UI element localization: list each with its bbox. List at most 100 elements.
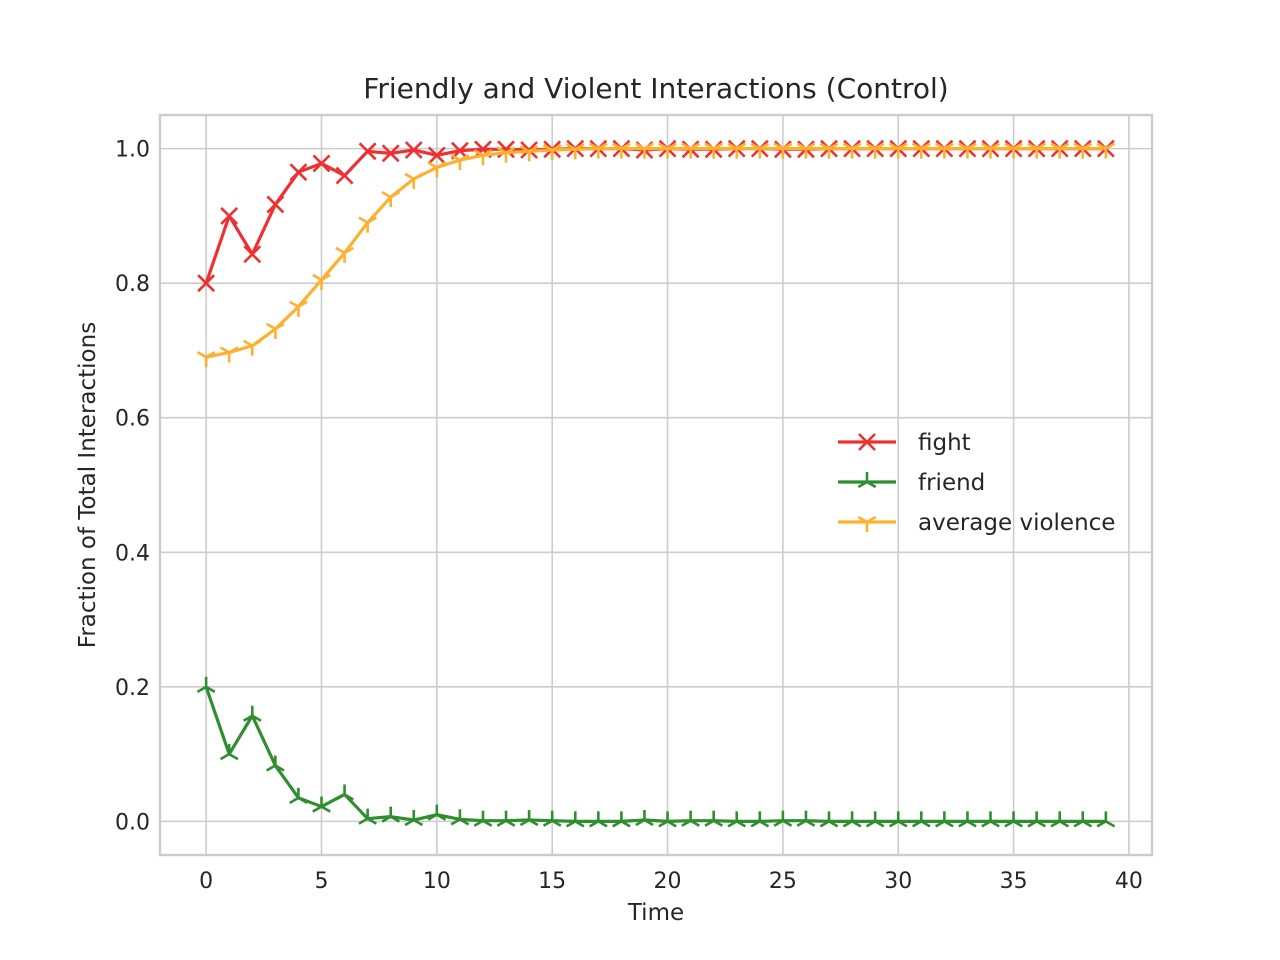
data-point-average-violence	[473, 149, 493, 166]
x-tick-label: 15	[538, 869, 566, 894]
data-point-fight	[289, 163, 308, 182]
data-point-fight	[335, 166, 354, 185]
data-point-average-violence	[612, 142, 631, 159]
data-point-friend	[612, 811, 631, 828]
series-fight	[197, 139, 1115, 293]
data-point-average-violence	[519, 145, 539, 162]
data-point-friend	[911, 811, 931, 828]
x-tick-label: 25	[769, 869, 797, 894]
data-point-average-violence	[981, 142, 1000, 159]
data-point-friend	[658, 811, 677, 828]
y-tick-label: 0.8	[115, 272, 150, 297]
data-point-friend	[427, 804, 447, 821]
legend-label-fight: fight	[918, 430, 971, 456]
data-point-fight	[243, 245, 262, 264]
data-point-friend	[289, 787, 308, 804]
data-point-friend	[1073, 811, 1093, 828]
data-point-friend	[819, 811, 839, 828]
legend: fight friend average violence	[838, 430, 1115, 536]
y-axis-label: Fraction of Total Interactions	[75, 322, 101, 648]
data-point-friend	[888, 811, 908, 828]
data-point-average-violence	[842, 142, 862, 159]
legend-label-friend: friend	[918, 470, 985, 496]
data-point-average-violence	[635, 142, 654, 159]
legend-item-friend: friend	[838, 470, 985, 496]
legend-item-average-violence: average violence	[838, 510, 1115, 536]
data-point-friend	[1027, 811, 1046, 828]
data-point-average-violence	[1027, 142, 1046, 159]
data-point-average-violence	[727, 142, 747, 159]
series-line-fight	[204, 147, 1106, 284]
x-tick-labels: 0 5 10 15 20 25 30 35 40	[199, 869, 1143, 894]
data-point-fight	[358, 142, 377, 161]
series-line-average-violence	[205, 147, 1106, 359]
x-tick-label: 40	[1115, 869, 1143, 894]
data-point-average-violence	[427, 161, 447, 178]
data-point-average-violence	[404, 172, 424, 189]
y-tick-label: 0.6	[115, 407, 150, 432]
series-average-violence	[196, 142, 1116, 368]
data-point-friend	[450, 809, 470, 826]
data-point-fight	[427, 146, 446, 165]
data-point-average-violence	[1073, 142, 1093, 159]
series-line-friend	[204, 686, 1106, 823]
y-tick-label: 0.4	[115, 541, 150, 566]
data-point-friend	[750, 811, 770, 828]
data-point-average-violence	[266, 322, 285, 339]
data-point-average-violence	[289, 300, 308, 317]
data-point-average-violence	[1096, 142, 1116, 159]
data-point-average-violence	[750, 142, 770, 159]
data-point-fight	[404, 141, 423, 159]
legend-item-fight: fight	[838, 430, 971, 456]
data-point-friend	[312, 796, 331, 813]
series-friend	[196, 676, 1116, 828]
x-tick-label: 10	[423, 869, 451, 894]
x-tick-label: 35	[1000, 869, 1028, 894]
legend-label-average-violence: average violence	[918, 510, 1115, 536]
data-point-friend	[266, 755, 285, 772]
grid-lines	[160, 115, 1152, 855]
data-point-average-violence	[450, 153, 470, 171]
data-point-fight	[312, 154, 331, 173]
data-point-average-violence	[196, 351, 216, 368]
data-point-average-violence	[542, 143, 562, 160]
data-point-friend	[381, 806, 401, 823]
series-layer	[196, 139, 1116, 828]
data-point-friend	[404, 810, 424, 827]
data-point-friend	[935, 811, 954, 828]
data-point-friend	[727, 811, 747, 828]
plot-frame	[158, 113, 1154, 857]
data-point-friend	[1096, 811, 1116, 828]
x-axis-label: Time	[627, 900, 684, 926]
data-point-average-violence	[1050, 142, 1070, 159]
data-point-friend	[542, 810, 562, 827]
data-point-average-violence	[911, 142, 931, 159]
data-point-fight	[381, 144, 400, 163]
data-point-friend	[958, 811, 977, 828]
x-tick-label: 5	[314, 869, 328, 894]
legend-marker-average-violence	[857, 515, 877, 532]
data-point-average-violence	[819, 142, 839, 159]
legend-marker-friend	[857, 472, 877, 489]
data-point-friend	[1004, 811, 1023, 828]
data-point-friend	[519, 810, 539, 827]
data-point-fight	[220, 206, 239, 225]
data-point-average-violence	[496, 146, 516, 163]
data-point-friend	[704, 810, 724, 827]
data-point-friend	[335, 784, 354, 801]
data-point-friend	[981, 811, 1000, 828]
data-point-average-violence	[704, 142, 724, 159]
data-point-average-violence	[588, 142, 608, 159]
x-tick-label: 20	[654, 869, 682, 894]
y-tick-labels: 0.0 0.2 0.4 0.6 0.8 1.0	[115, 138, 150, 836]
data-point-friend	[473, 810, 493, 827]
data-point-fight	[197, 274, 216, 293]
data-point-average-violence	[796, 142, 816, 159]
data-point-friend	[588, 811, 608, 828]
data-point-friend	[358, 808, 377, 825]
data-point-friend	[496, 810, 516, 827]
data-point-average-violence	[681, 142, 700, 159]
data-point-friend	[635, 810, 654, 827]
data-point-friend	[1050, 811, 1070, 828]
data-point-average-violence	[1004, 142, 1023, 159]
